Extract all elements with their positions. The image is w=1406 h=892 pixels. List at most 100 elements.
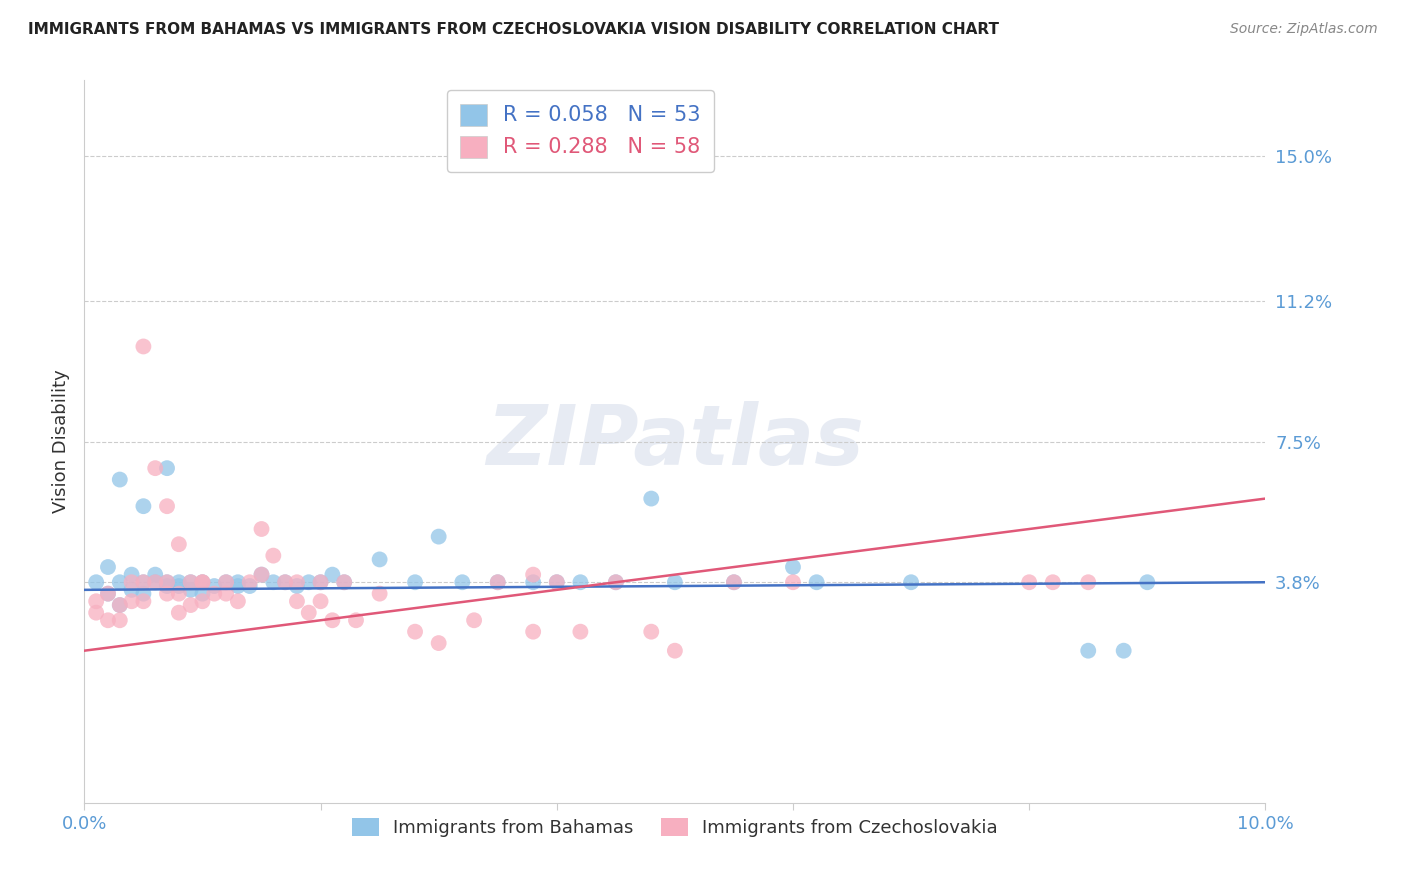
Point bbox=[226, 579, 249, 593]
Point bbox=[84, 575, 107, 590]
Point bbox=[156, 575, 179, 590]
Point bbox=[180, 575, 202, 590]
Point bbox=[1136, 575, 1159, 590]
Point bbox=[486, 575, 509, 590]
Point bbox=[262, 575, 284, 590]
Point bbox=[664, 643, 686, 657]
Text: Source: ZipAtlas.com: Source: ZipAtlas.com bbox=[1230, 22, 1378, 37]
Point bbox=[180, 598, 202, 612]
Point bbox=[143, 575, 166, 590]
Point bbox=[298, 575, 321, 590]
Point bbox=[900, 575, 922, 590]
Point bbox=[132, 339, 155, 353]
Point bbox=[202, 579, 225, 593]
Point bbox=[132, 587, 155, 601]
Point bbox=[239, 579, 262, 593]
Point bbox=[132, 499, 155, 513]
Point bbox=[1077, 643, 1099, 657]
Point bbox=[121, 582, 143, 597]
Point bbox=[191, 594, 214, 608]
Point bbox=[309, 575, 332, 590]
Point bbox=[121, 575, 143, 590]
Point bbox=[605, 575, 627, 590]
Point bbox=[108, 473, 131, 487]
Point bbox=[121, 594, 143, 608]
Point bbox=[143, 567, 166, 582]
Point bbox=[250, 522, 273, 536]
Point bbox=[108, 575, 131, 590]
Point bbox=[806, 575, 828, 590]
Point bbox=[1042, 575, 1064, 590]
Point bbox=[368, 587, 391, 601]
Point bbox=[143, 461, 166, 475]
Point bbox=[215, 575, 238, 590]
Point bbox=[463, 613, 485, 627]
Point bbox=[569, 624, 592, 639]
Point bbox=[285, 575, 308, 590]
Point bbox=[368, 552, 391, 566]
Point bbox=[156, 575, 179, 590]
Point bbox=[132, 594, 155, 608]
Point bbox=[191, 575, 214, 590]
Point bbox=[404, 624, 426, 639]
Point bbox=[215, 575, 238, 590]
Point bbox=[451, 575, 474, 590]
Point bbox=[202, 587, 225, 601]
Point bbox=[274, 575, 297, 590]
Point bbox=[1018, 575, 1040, 590]
Point bbox=[156, 587, 179, 601]
Point bbox=[108, 598, 131, 612]
Point bbox=[1112, 643, 1135, 657]
Point bbox=[605, 575, 627, 590]
Point bbox=[215, 587, 238, 601]
Point bbox=[226, 575, 249, 590]
Point bbox=[97, 587, 120, 601]
Point bbox=[250, 567, 273, 582]
Point bbox=[522, 624, 544, 639]
Point bbox=[522, 567, 544, 582]
Point bbox=[285, 579, 308, 593]
Point bbox=[640, 624, 662, 639]
Point bbox=[427, 530, 450, 544]
Legend: Immigrants from Bahamas, Immigrants from Czechoslovakia: Immigrants from Bahamas, Immigrants from… bbox=[344, 811, 1005, 845]
Point bbox=[546, 575, 568, 590]
Point bbox=[121, 567, 143, 582]
Point bbox=[522, 575, 544, 590]
Point bbox=[156, 461, 179, 475]
Point bbox=[569, 575, 592, 590]
Point bbox=[108, 598, 131, 612]
Point bbox=[333, 575, 356, 590]
Point bbox=[321, 613, 343, 627]
Point bbox=[298, 606, 321, 620]
Point bbox=[1077, 575, 1099, 590]
Point bbox=[309, 594, 332, 608]
Point bbox=[250, 567, 273, 582]
Point bbox=[333, 575, 356, 590]
Point bbox=[97, 587, 120, 601]
Point bbox=[84, 594, 107, 608]
Point bbox=[97, 613, 120, 627]
Point bbox=[404, 575, 426, 590]
Point bbox=[782, 575, 804, 590]
Text: IMMIGRANTS FROM BAHAMAS VS IMMIGRANTS FROM CZECHOSLOVAKIA VISION DISABILITY CORR: IMMIGRANTS FROM BAHAMAS VS IMMIGRANTS FR… bbox=[28, 22, 1000, 37]
Point bbox=[84, 606, 107, 620]
Point bbox=[262, 549, 284, 563]
Point bbox=[180, 575, 202, 590]
Point bbox=[167, 606, 190, 620]
Text: ZIPatlas: ZIPatlas bbox=[486, 401, 863, 482]
Point bbox=[782, 560, 804, 574]
Point bbox=[191, 587, 214, 601]
Point bbox=[167, 579, 190, 593]
Point bbox=[427, 636, 450, 650]
Point bbox=[167, 537, 190, 551]
Point bbox=[156, 579, 179, 593]
Point bbox=[132, 575, 155, 590]
Point bbox=[486, 575, 509, 590]
Point bbox=[321, 567, 343, 582]
Point bbox=[167, 575, 190, 590]
Point bbox=[239, 575, 262, 590]
Point bbox=[97, 560, 120, 574]
Point bbox=[546, 575, 568, 590]
Point bbox=[180, 582, 202, 597]
Point bbox=[344, 613, 367, 627]
